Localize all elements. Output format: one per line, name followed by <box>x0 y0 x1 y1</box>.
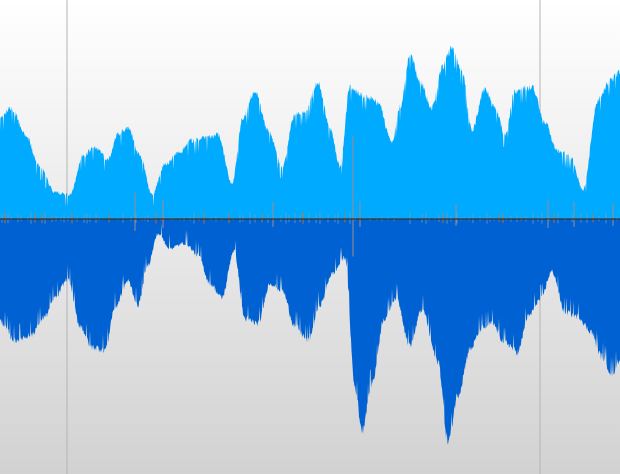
upper-channel-waveform[interactable] <box>0 45 620 219</box>
lower-channel-waveform[interactable] <box>0 219 620 445</box>
